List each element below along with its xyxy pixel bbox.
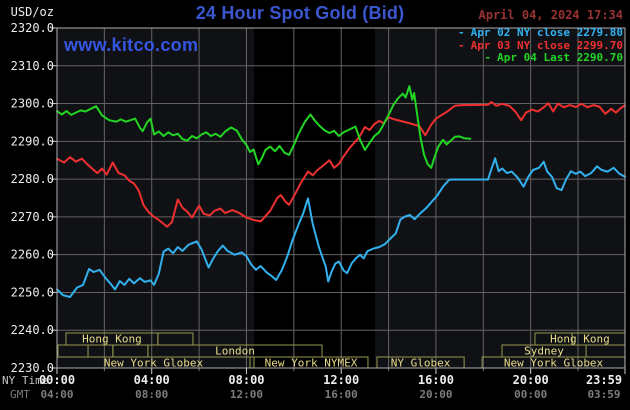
legend-label: Apr 03 NY close 2299.70 <box>470 38 623 52</box>
session-label-new-york-globex: New York Globex <box>504 357 604 370</box>
y-axis-label: 2270.0 <box>11 210 54 224</box>
legend-label: Apr 02 NY close 2279.80 <box>470 26 623 39</box>
x-tick-label-gmt: 08:00 <box>135 388 168 401</box>
x-tick-label-ny: 12:00 <box>323 373 359 387</box>
session-label-hong-kong: Hong Kong <box>550 333 610 346</box>
kitco-watermark: www.kitco.com <box>64 35 199 55</box>
x-tick-label-gmt: 12:00 <box>230 388 263 401</box>
y-axis-label: 2240.0 <box>11 323 54 337</box>
x-tick-label-gmt: 00:00 <box>514 388 547 401</box>
chart-legend: - Apr 02 NY close 2279.80 - Apr 03 NY clos… <box>458 26 623 65</box>
nymex-session-band <box>254 28 376 368</box>
session-label-sydney: Sydney <box>524 345 564 358</box>
x-tick-label-ny: 23:59 <box>586 373 622 387</box>
legend-item-apr03: - Apr 03 NY close 2299.70 <box>458 38 623 53</box>
y-axis-label: 2310.0 <box>11 59 54 73</box>
unit-label: USD/oz <box>11 5 54 19</box>
y-axis-label: 2260.0 <box>11 248 54 262</box>
x-tick-label-ny: 08:00 <box>228 373 264 387</box>
x-tick-label-ny: 16:00 <box>418 373 454 387</box>
legend-label: Apr 04 Last 2290.70 <box>497 51 623 64</box>
y-axis-label: 2250.0 <box>11 285 54 299</box>
series-apr03 <box>56 101 626 228</box>
series-apr02 <box>56 157 626 298</box>
session-label-new-york-nymex: New York NYMEX <box>265 357 358 370</box>
plot-border <box>56 27 626 369</box>
session-label-hong-kong: Hong Kong <box>82 333 142 346</box>
x-tick-label-gmt: 16:00 <box>325 388 358 401</box>
session-label-ny-globex: NY Globex <box>391 357 451 370</box>
x-tick-label-ny: 00:00 <box>39 373 75 387</box>
legend-item-apr02: - Apr 02 NY close 2279.80 <box>458 26 623 40</box>
x-tick-label-gmt: 03:59 <box>587 388 620 401</box>
ny-time-caption: NY Time <box>2 374 48 387</box>
series-apr04 <box>56 85 472 169</box>
y-axis-label: 2230.0 <box>11 361 54 375</box>
legend-dash-icon: - <box>458 26 465 39</box>
y-axis-label: 2300.0 <box>11 97 54 111</box>
y-axis-label: 2280.0 <box>11 172 54 186</box>
chart-title: 24 Hour Spot Gold (Bid) <box>195 3 405 23</box>
session-label-london: London <box>215 345 255 358</box>
legend-item-apr04: - Apr 04 Last 2290.70 <box>458 51 623 65</box>
gmt-caption: GMT <box>10 388 30 401</box>
chart-datetime: April 04, 2024 17:34 <box>478 8 624 22</box>
session-label-new-york-globex: New York Globex <box>104 357 204 370</box>
x-tick-label-gmt: 04:00 <box>40 388 73 401</box>
y-axis-label: 2290.0 <box>11 134 54 148</box>
legend-dash-icon: - <box>458 38 465 52</box>
x-tick-label-ny: 20:00 <box>513 373 549 387</box>
y-axis-label: 2320.0 <box>11 21 54 35</box>
legend-dash-icon: - <box>484 51 492 64</box>
x-tick-label-ny: 04:00 <box>134 373 170 387</box>
x-tick-label-gmt: 20:00 <box>419 388 452 401</box>
